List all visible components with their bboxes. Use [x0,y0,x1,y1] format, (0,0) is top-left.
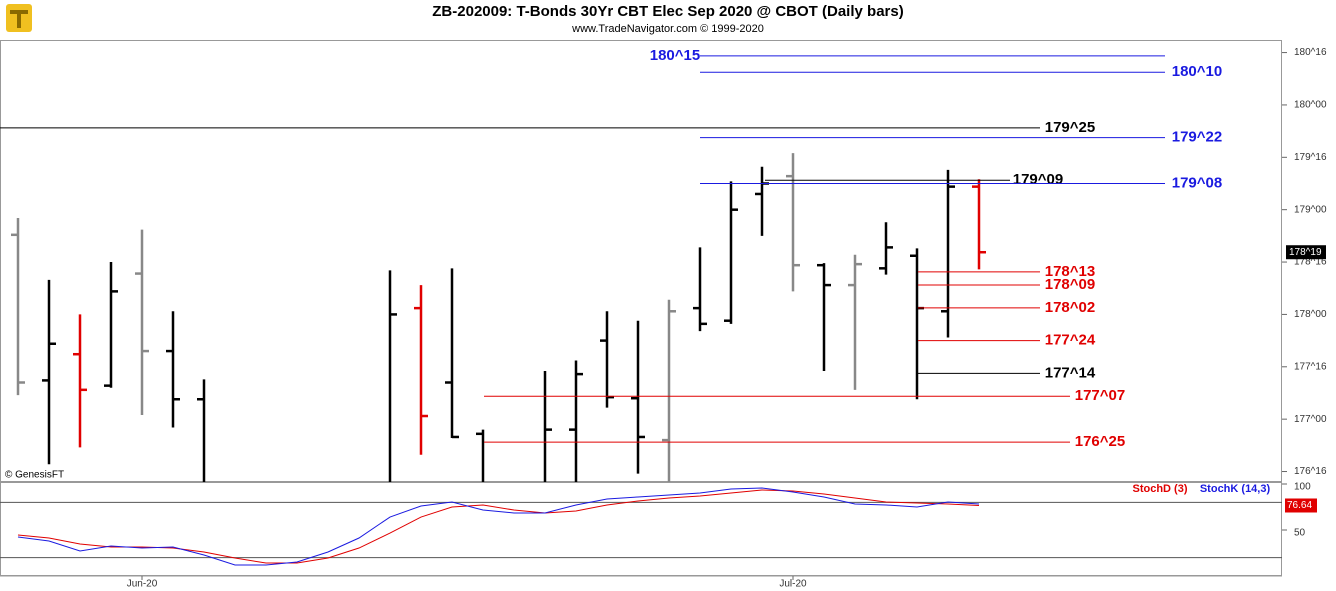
logo [6,4,32,32]
price-plot [11,153,986,482]
x-tick-label: Jun-20 [127,579,158,590]
stoch-last-label: 76.64 [1287,500,1312,511]
y-tick-label: 178^16 [1294,257,1327,268]
level-label: 179^08 [1172,174,1222,191]
level-label: 178^13 [1045,263,1095,280]
y-tick-label: 180^00 [1294,100,1327,111]
stoch-last-box [1285,498,1317,513]
level-label: 178^02 [1045,299,1095,316]
y-tick-label: 177^16 [1294,361,1327,372]
stoch-tick-label: 50 [1294,528,1306,539]
level-label: 178^09 [1045,276,1095,293]
level-label: 177^14 [1045,364,1096,381]
level-label: 179^25 [1045,119,1095,136]
last-price-label: 178^19 [1289,247,1322,258]
price-panel [0,40,1282,482]
legend-entry: StochD (3) [1133,483,1188,495]
legend-entry: StochK (14,3) [1200,483,1271,495]
chart-title: ZB-202009: T-Bonds 30Yr CBT Elec Sep 202… [432,3,903,20]
level-label: 177^24 [1045,332,1096,349]
chart-subtitle: www.TradeNavigator.com © 1999-2020 [571,23,764,35]
y-tick-label: 179^16 [1294,152,1327,163]
level-label: 176^25 [1075,433,1125,450]
y-tick-label: 177^00 [1294,414,1327,425]
y-tick-label: 180^16 [1294,47,1327,58]
stoch-tick-label: 100 [1294,482,1311,493]
stoch-line [17,487,980,566]
last-price-box [1286,245,1326,260]
watermark: © GenesisFT [5,470,64,481]
level-label: 177^07 [1075,387,1125,404]
level-label: 180^10 [1172,63,1222,80]
y-tick-label: 179^00 [1294,204,1327,215]
level-label: 179^22 [1172,129,1222,146]
y-tick-label: 178^00 [1294,309,1327,320]
level-label: 179^09 [1013,171,1063,188]
y-tick-label: 176^16 [1294,466,1327,477]
level-label: 180^15 [650,47,700,64]
x-tick-label: Jul-20 [779,579,807,590]
